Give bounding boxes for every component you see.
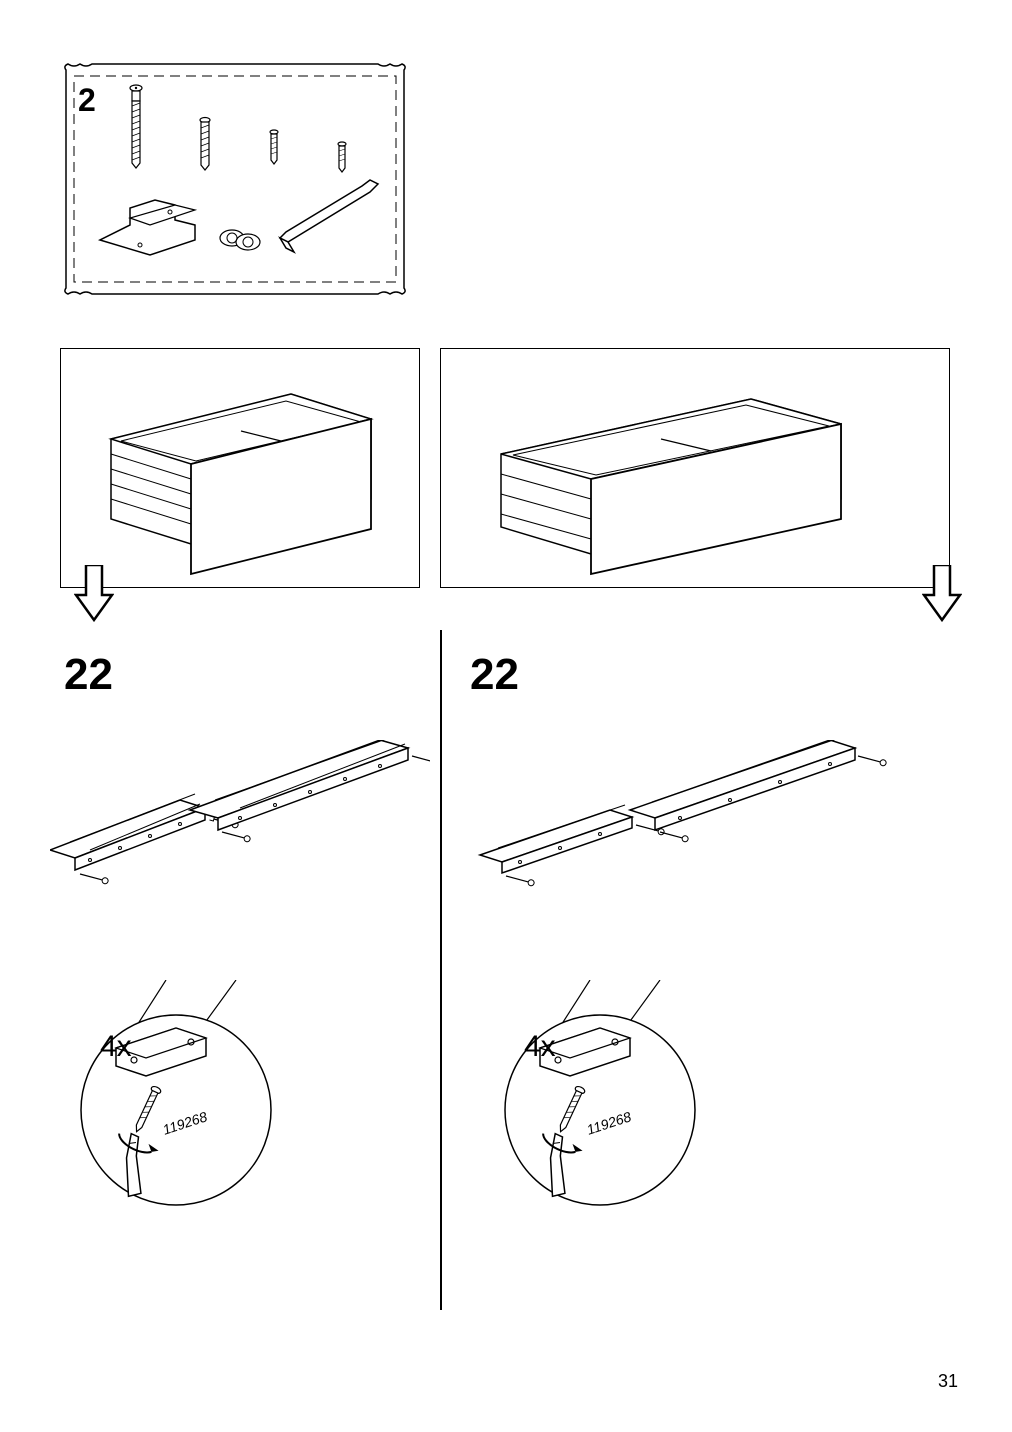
assembly-instruction-page: 2 bbox=[0, 0, 1012, 1432]
drawer-wide-svg bbox=[61, 349, 421, 589]
page-number: 31 bbox=[938, 1371, 958, 1392]
detail-circle-left: 4x 119268 bbox=[76, 980, 356, 1220]
slats-narrow-svg bbox=[470, 740, 850, 960]
hardware-bag-svg bbox=[60, 60, 410, 300]
qty-label-left: 4x bbox=[100, 1030, 132, 1064]
qty-label-right: 4x bbox=[524, 1030, 556, 1064]
option-panel-narrow bbox=[440, 348, 950, 588]
step-number-left: 22 bbox=[64, 650, 113, 700]
detail-circle-right: 4x 119268 bbox=[500, 980, 780, 1220]
hardware-bag-panel: 2 bbox=[60, 60, 410, 300]
bag-number-label: 2 bbox=[78, 82, 96, 119]
arrow-down-left-icon bbox=[74, 565, 114, 625]
arrow-down-right-icon bbox=[922, 565, 962, 625]
slats-wide-svg bbox=[50, 740, 430, 960]
option-panel-wide bbox=[60, 348, 420, 588]
drawer-narrow-svg bbox=[441, 349, 951, 589]
step-number-right: 22 bbox=[470, 650, 519, 700]
vertical-divider bbox=[440, 630, 442, 1310]
